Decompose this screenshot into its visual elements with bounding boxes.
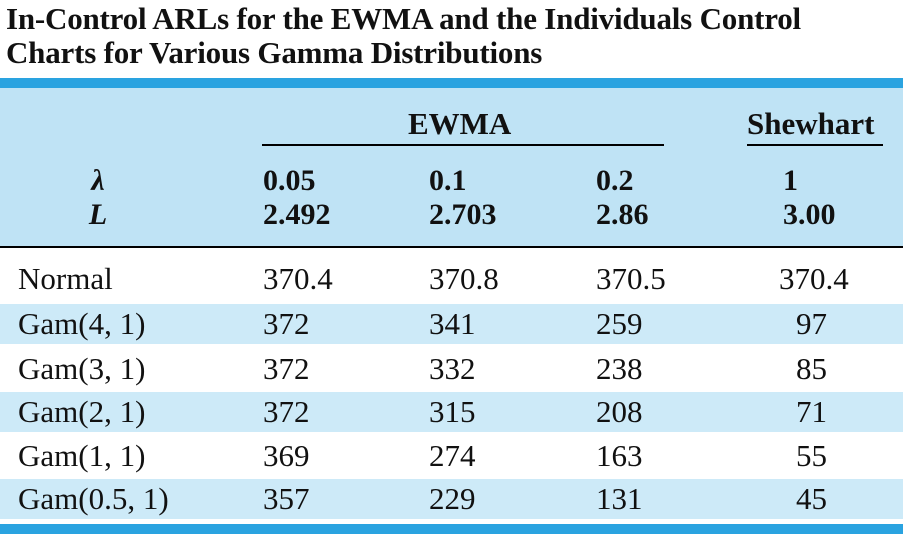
row-label: Gam(0.5, 1) [18, 481, 169, 516]
l-col-3: 2.86 [596, 198, 649, 231]
table-cell: 370.4 [779, 261, 849, 296]
table-cell: 315 [429, 394, 476, 429]
table-cell: 131 [596, 481, 643, 516]
shewhart-group-rule [747, 144, 883, 146]
row-label: Normal [18, 261, 113, 296]
table-cell: 370.5 [596, 261, 666, 296]
table-cell: 163 [596, 438, 643, 473]
row-label: Gam(4, 1) [18, 306, 146, 341]
l-col-4: 3.00 [783, 198, 836, 231]
table-cell: 71 [796, 394, 827, 429]
table-cell: 372 [263, 306, 310, 341]
title-line-2: Charts for Various Gamma Distributions [6, 35, 543, 70]
table-cell: 274 [429, 438, 476, 473]
table-cell: 357 [263, 481, 310, 516]
table-cell: 238 [596, 351, 643, 386]
row-label: Gam(1, 1) [18, 438, 146, 473]
table-cell: 369 [263, 438, 310, 473]
ewma-group-rule [262, 144, 664, 146]
table-row: Normal 370.4 370.8 370.5 370.4 [0, 259, 903, 299]
table-cell: 370.8 [429, 261, 499, 296]
table-cell: 259 [596, 306, 643, 341]
table-row: Gam(2, 1) 372 315 208 71 [0, 392, 903, 432]
table-cell: 370.4 [263, 261, 333, 296]
table-cell: 341 [429, 306, 476, 341]
table-cell: 55 [796, 438, 827, 473]
row-label: Gam(2, 1) [18, 394, 146, 429]
lambda-col-2: 0.1 [429, 164, 467, 197]
lambda-col-3: 0.2 [596, 164, 634, 197]
table-cell: 229 [429, 481, 476, 516]
top-accent-bar [0, 78, 903, 88]
table-cell: 45 [796, 481, 827, 516]
row-label: Gam(3, 1) [18, 351, 146, 386]
table-cell: 372 [263, 351, 310, 386]
table-title: In-Control ARLs for the EWMA and the Ind… [6, 2, 801, 70]
table-row: Gam(1, 1) 369 274 163 55 [0, 436, 903, 476]
table-cell: 97 [796, 306, 827, 341]
header-bottom-rule [0, 246, 903, 248]
table-cell: 208 [596, 394, 643, 429]
table-row: Gam(0.5, 1) 357 229 131 45 [0, 479, 903, 519]
ewma-group-label: EWMA [408, 106, 512, 141]
lambda-col-4: 1 [783, 164, 798, 197]
l-col-1: 2.492 [263, 198, 331, 231]
title-line-1: In-Control ARLs for the EWMA and the Ind… [6, 1, 801, 36]
table-cell: 372 [263, 394, 310, 429]
bottom-accent-bar [0, 524, 903, 534]
header-background [0, 88, 903, 246]
table-cell: 332 [429, 351, 476, 386]
shewhart-group-label: Shewhart [747, 106, 875, 141]
l-label: L [88, 198, 108, 231]
table-cell: 85 [796, 351, 827, 386]
table-row: Gam(4, 1) 372 341 259 97 [0, 304, 903, 344]
lambda-col-1: 0.05 [263, 164, 316, 197]
l-col-2: 2.703 [429, 198, 497, 231]
table-row: Gam(3, 1) 372 332 238 85 [0, 349, 903, 389]
lambda-label: λ [91, 164, 105, 197]
